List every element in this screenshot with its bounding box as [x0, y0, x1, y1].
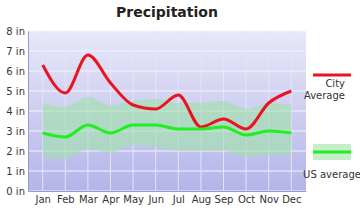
- x-axis: Jan Feb MarAprMayJun Jul AugSep Oct NovDec: [29, 191, 307, 205]
- grid-line: [28, 51, 306, 52]
- tick: Jan: [34, 191, 50, 205]
- plot-background: [28, 31, 306, 191]
- tick-label: 2 in: [6, 146, 25, 157]
- legend: CityAverage US average: [303, 75, 360, 180]
- legend-band: [313, 144, 351, 160]
- tick-label: 0 in: [6, 186, 25, 197]
- tick-label: 6 in: [6, 66, 25, 77]
- tick: Aug: [192, 191, 212, 205]
- tick-label: 7 in: [6, 46, 25, 57]
- tick: Jul: [172, 191, 185, 205]
- tick: 5 in: [6, 86, 28, 97]
- tick: Nov: [259, 191, 279, 205]
- tick-label: Jan: [34, 194, 50, 205]
- chart: 0 in 1 in 2 in 3 in 4 in 5 in 6 in 7 in 8 in Jan F…: [0, 0, 360, 220]
- series-line: [43, 125, 292, 137]
- tick-label: Oct: [238, 194, 255, 205]
- tick: 0 in: [6, 186, 28, 197]
- tick: Apr: [102, 191, 120, 205]
- tick-label: 5 in: [6, 86, 25, 97]
- tick: Feb: [57, 191, 75, 205]
- tick: 2 in: [6, 146, 28, 157]
- tick: May: [123, 191, 144, 205]
- tick-label: 4 in: [6, 106, 25, 117]
- tick-label: Aug: [192, 194, 212, 205]
- tick: Sep: [215, 191, 234, 205]
- grid: [28, 31, 306, 191]
- series-line: [43, 55, 292, 129]
- tick-label: 8 in: [6, 26, 25, 37]
- legend-swatch: [313, 74, 351, 77]
- grid-line: [28, 31, 306, 32]
- legend-label: CityAverage: [304, 78, 345, 101]
- tick-label: Sep: [215, 194, 234, 205]
- tick-label: May: [123, 194, 144, 205]
- grid-line: [28, 191, 306, 192]
- tick-label: Dec: [282, 194, 301, 205]
- tick: 1 in: [6, 166, 28, 177]
- axis-line: [29, 191, 307, 192]
- tick: 8 in: [6, 26, 28, 37]
- tick: 7 in: [6, 46, 28, 57]
- tick-label: 1 in: [6, 166, 25, 177]
- marks: [43, 55, 292, 159]
- tick-label: Nov: [259, 194, 279, 205]
- tick-label: Jul: [172, 194, 185, 205]
- grid-line: [28, 171, 306, 172]
- tick-label: Feb: [57, 194, 75, 205]
- tick: 4 in: [6, 106, 28, 117]
- tick-label: Jun: [147, 194, 164, 205]
- tick: Jun: [147, 191, 164, 205]
- axis-line: [28, 32, 29, 192]
- tick: Mar: [79, 191, 99, 205]
- legend-label: US average: [303, 169, 360, 180]
- title: Precipitation: [116, 4, 218, 20]
- range-band: [43, 97, 292, 159]
- legend-swatch: [313, 151, 351, 154]
- grid-line: [28, 71, 306, 72]
- tick: 6 in: [6, 66, 28, 77]
- tick-label: Apr: [102, 194, 120, 205]
- tick: Oct: [238, 191, 255, 205]
- tick: 3 in: [6, 126, 28, 137]
- y-axis: 0 in 1 in 2 in 3 in 4 in 5 in 6 in 7 in 8 in: [6, 26, 28, 197]
- tick: Dec: [282, 191, 301, 205]
- tick-label: Mar: [79, 194, 99, 205]
- tick-label: 3 in: [6, 126, 25, 137]
